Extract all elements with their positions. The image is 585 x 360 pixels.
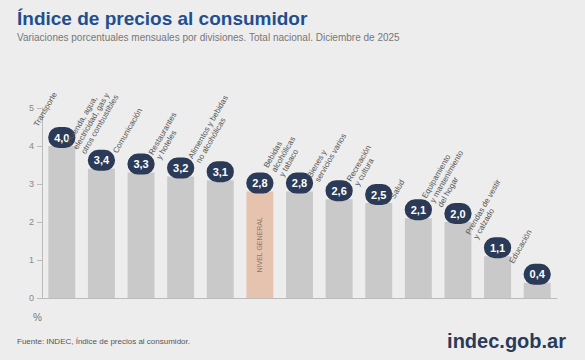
svg-text:Educación: Educación — [507, 228, 533, 265]
svg-text:0,4: 0,4 — [530, 268, 546, 280]
svg-text:y tabaco: y tabaco — [277, 147, 300, 178]
svg-text:2: 2 — [29, 217, 34, 227]
svg-text:alcohólicas: alcohólicas — [269, 135, 298, 174]
svg-text:NIVEL GENERAL: NIVEL GENERAL — [256, 217, 263, 272]
svg-text:Variaciones porcentuales mensu: Variaciones porcentuales mensuales por d… — [17, 32, 400, 43]
svg-text:indec.gob.ar: indec.gob.ar — [447, 330, 566, 352]
svg-text:2,8: 2,8 — [252, 177, 267, 189]
svg-text:3,4: 3,4 — [94, 154, 110, 166]
svg-text:%: % — [33, 312, 42, 323]
svg-text:otros combustibles: otros combustibles — [79, 93, 121, 156]
svg-text:3,3: 3,3 — [133, 158, 148, 170]
svg-text:no alcohólicas: no alcohólicas — [194, 116, 227, 164]
svg-text:Alimentos y bebidas: Alimentos y bebidas — [186, 93, 230, 161]
svg-text:2,5: 2,5 — [371, 189, 386, 201]
svg-text:servicios varios: servicios varios — [313, 132, 348, 184]
svg-text:y cultura: y cultura — [353, 156, 376, 187]
svg-text:Prendas de vestir: Prendas de vestir — [463, 177, 503, 237]
svg-text:0: 0 — [29, 293, 34, 303]
svg-text:Bebidas: Bebidas — [261, 139, 285, 170]
svg-text:3,2: 3,2 — [173, 162, 188, 174]
svg-text:Índice de precios al consumido: Índice de precios al consumidor — [17, 8, 308, 29]
svg-text:4: 4 — [29, 141, 34, 151]
svg-text:Restaurantes: Restaurantes — [146, 110, 179, 157]
svg-text:2,0: 2,0 — [450, 208, 465, 220]
svg-text:del hogar: del hogar — [436, 175, 461, 209]
svg-text:3,1: 3,1 — [213, 166, 228, 178]
svg-text:Comunicación: Comunicación — [111, 107, 144, 155]
svg-text:Equipamiento: Equipamiento — [420, 153, 453, 200]
svg-text:Recreación: Recreación — [345, 143, 373, 183]
svg-text:2,6: 2,6 — [331, 185, 346, 197]
svg-text:Bienes y: Bienes y — [305, 148, 329, 180]
svg-text:2,8: 2,8 — [292, 177, 307, 189]
svg-text:Fuente: INDEC, Índice de preci: Fuente: INDEC, Índice de precios al cons… — [17, 337, 190, 346]
svg-text:y mantenimiento: y mantenimiento — [428, 149, 466, 205]
svg-text:1: 1 — [29, 255, 34, 265]
svg-text:Salud: Salud — [388, 178, 406, 200]
svg-text:Transporte: Transporte — [32, 90, 59, 128]
svg-text:Vivienda, agua,: Vivienda, agua, — [63, 94, 99, 147]
svg-text:4,0: 4,0 — [54, 131, 70, 144]
svg-text:2,1: 2,1 — [411, 204, 426, 216]
svg-text:electricidad, gas y: electricidad, gas y — [71, 91, 112, 152]
svg-text:5: 5 — [29, 103, 34, 113]
svg-text:3: 3 — [29, 179, 34, 189]
svg-text:1,1: 1,1 — [490, 242, 505, 254]
svg-text:y hoteles: y hoteles — [155, 129, 179, 161]
svg-text:y calzado: y calzado — [472, 207, 497, 241]
